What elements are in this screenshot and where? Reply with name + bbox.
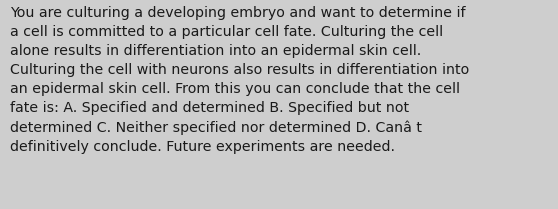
- Text: You are culturing a developing embryo and want to determine if
a cell is committ: You are culturing a developing embryo an…: [10, 6, 469, 154]
